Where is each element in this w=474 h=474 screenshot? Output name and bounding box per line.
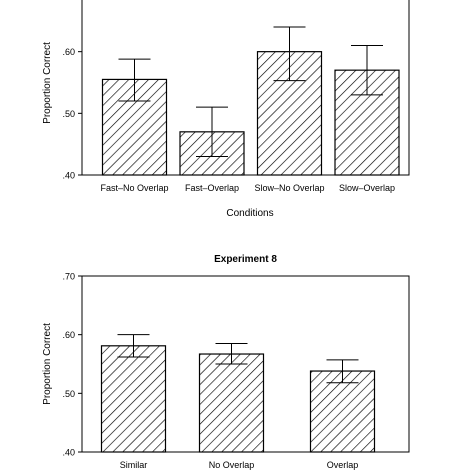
bar — [309, 370, 376, 453]
plot-frame — [81, 0, 410, 176]
x-ticks: Fast–No Overlap Fast–Overlap Slow–No Overl… — [100, 183, 395, 193]
x-tick-label: Slow–Overlap — [339, 183, 395, 193]
y-ticks: .40 .50 .60 — [62, 47, 82, 181]
error-bar — [215, 342, 248, 365]
x-tick-label: Fast–Overlap — [185, 183, 239, 193]
x-tick-label: Overlap — [327, 460, 359, 470]
chart-title: Experiment 8 — [214, 254, 277, 265]
y-axis-label: Proportion Correct — [42, 42, 53, 124]
chart-conditions: Proportion Correct Conditions .40.50.60 … — [42, 0, 410, 219]
chart-experiment-8: Experiment 8 Proportion Correct .40 .50 .6… — [42, 254, 410, 470]
bar — [100, 345, 167, 453]
error-bar — [118, 58, 151, 102]
bars — [100, 345, 376, 453]
y-tick-label: .50 — [62, 389, 75, 399]
bars — [101, 51, 400, 176]
x-ticks: Similar No Overlap Overlap — [120, 460, 359, 470]
y-tick-label: .60 — [62, 47, 75, 57]
y-axis-label: Proportion Correct — [42, 323, 53, 405]
error-bars — [118, 26, 383, 157]
y-tick-label: .70 — [62, 272, 75, 282]
error-bar — [117, 334, 150, 358]
error-bar — [351, 45, 383, 96]
y-tick-label: .40 — [62, 171, 75, 181]
y-tick-label: .50 — [62, 109, 75, 119]
bar — [198, 353, 265, 453]
y-tick-label: .40 — [62, 448, 75, 458]
y-ticks: .40 .50 .60 .70 — [62, 272, 82, 458]
error-bars — [117, 334, 359, 384]
error-bar — [326, 359, 359, 384]
y-tick-label: .60 — [62, 330, 75, 340]
x-tick-label: Similar — [120, 460, 148, 470]
x-tick-label: No Overlap — [209, 460, 255, 470]
x-tick-label: Slow–No Overlap — [254, 183, 324, 193]
error-bar — [196, 106, 228, 157]
x-tick-label: Fast–No Overlap — [100, 183, 168, 193]
x-axis-label: Conditions — [226, 208, 273, 219]
error-bar — [273, 26, 306, 82]
